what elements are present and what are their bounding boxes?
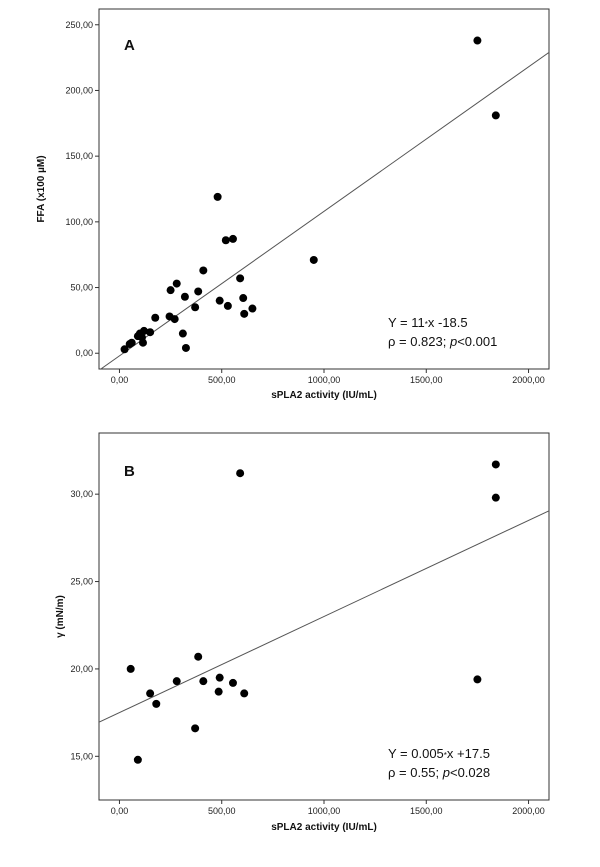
x-tick-label: 1000,00 [308,375,341,385]
data-point [199,266,208,275]
data-point [239,294,248,303]
data-point [223,301,232,310]
data-point [151,313,160,322]
y-tick-label: 50,00 [70,283,93,293]
data-point [215,296,224,305]
x-axis-label: sPLA2 activity (IU/mL) [271,822,377,833]
panel-label: A [124,37,135,54]
data-point [138,338,147,347]
panel-label: B [124,463,135,480]
data-point [191,303,200,312]
x-axis-label: sPLA2 activity (IU/mL) [271,390,377,401]
y-tick-label: 25,00 [70,577,93,587]
regression-equation: Y = 0.005*x +17.5 [388,746,490,761]
x-tick-label: 0,00 [111,375,129,385]
y-tick-label: 150,00 [65,151,93,161]
data-point [221,236,230,245]
data-point [236,469,245,478]
data-point [228,234,237,243]
y-axis-label: FFA (x100 µM) [36,155,47,222]
data-point [180,292,189,301]
data-point [240,309,249,318]
data-point [170,315,179,324]
y-tick-label: 20,00 [70,664,93,674]
data-point [191,724,200,733]
data-point [309,255,318,264]
correlation-stats: ρ = 0.55; p<0.028 [388,765,490,780]
data-point [473,36,482,45]
y-tick-label: 100,00 [65,217,93,227]
data-point [473,675,482,684]
x-tick-label: 2000,00 [512,806,545,816]
data-point [140,326,148,335]
plot-frame [98,8,550,370]
x-tick-label: 1000,00 [308,806,341,816]
data-point [491,460,500,469]
data-point [166,286,175,295]
data-point [146,689,155,698]
data-point [194,287,203,296]
data-point [133,755,142,764]
correlation-stats: ρ = 0.823; p<0.001 [388,334,497,349]
x-tick-label: 2000,00 [512,375,545,385]
data-point [199,677,208,686]
y-tick-label: 30,00 [70,489,93,499]
chart-a: 0,00 500,00 1000,00 1500,00 2000,00 0,00 50,00… [36,8,550,401]
y-axis-label: γ (mN/m) [55,595,66,638]
x-tick-label: 500,00 [208,806,236,816]
data-point [120,345,129,354]
x-tick-label: 500,00 [208,375,236,385]
data-point [194,652,203,661]
data-point [240,689,249,698]
data-point [215,673,224,682]
data-point [172,677,181,686]
data-point [146,328,155,337]
y-tick-label: 0,00 [75,348,93,358]
x-tick-label: 1500,00 [410,375,443,385]
data-point [491,111,500,120]
y-tick-label: 200,00 [65,85,93,95]
data-point [178,329,187,338]
regression-equation: Y = 11*x -18.5 [388,315,468,330]
data-point [491,493,500,502]
y-tick-label: 250,00 [65,20,93,30]
data-point [181,343,190,352]
x-tick-label: 1500,00 [410,806,443,816]
data-point [213,192,222,201]
regression-line [99,510,549,723]
data-point [214,687,223,696]
chart-b: 0,00 500,00 1000,00 1500,00 2000,00 15,00 20,0… [55,432,550,833]
data-point [248,304,257,313]
data-point [127,338,136,347]
data-point [152,699,161,708]
data-point [172,279,181,288]
data-point [236,274,245,283]
data-point [126,664,135,673]
y-tick-label: 15,00 [70,751,93,761]
data-point [228,678,237,687]
x-tick-label: 0,00 [111,806,129,816]
